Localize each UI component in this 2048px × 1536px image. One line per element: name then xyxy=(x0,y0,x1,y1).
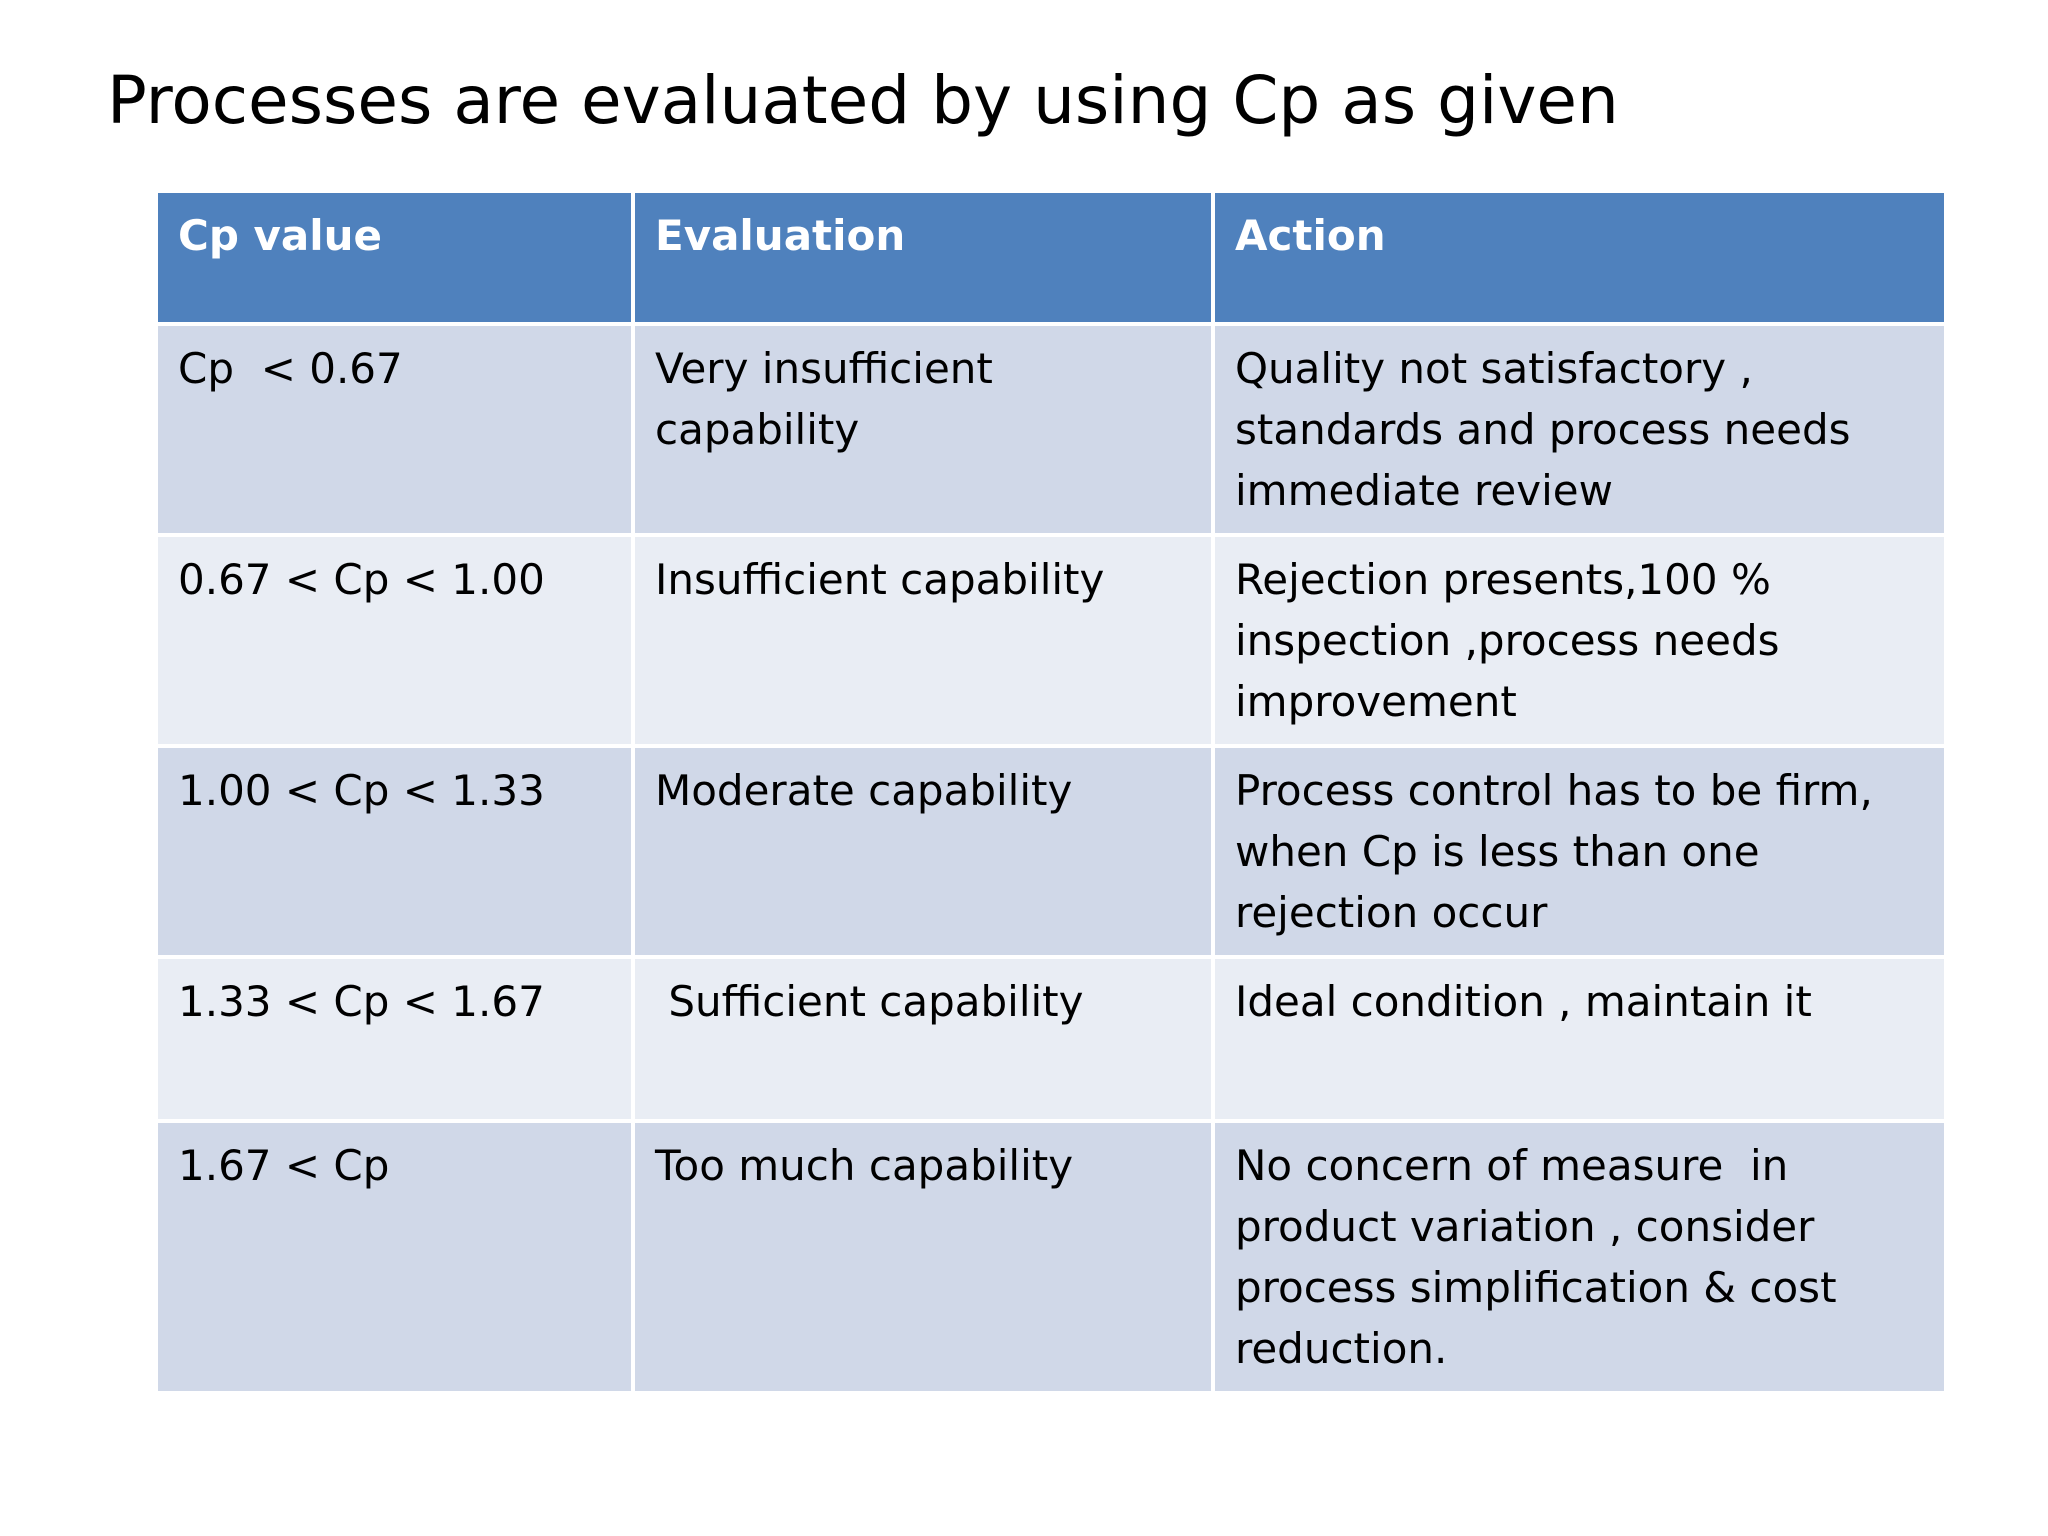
table-row: 1.67 < Cp Too much capability No concern o… xyxy=(154,1119,1948,1395)
header-row: Cp value Evaluation Action xyxy=(154,189,1948,326)
slide-title: Processes are evaluated by using Cp as g… xyxy=(107,62,1619,139)
table-cell: 1.33 < Cp < 1.67 xyxy=(154,955,635,1123)
table-row: Cp < 0.67 Very insufficient capability Qua… xyxy=(154,322,1948,537)
table-cell: Quality not satisfactory , standards and… xyxy=(1211,322,1948,537)
table-row: 1.00 < Cp < 1.33 Moderate capability Proce… xyxy=(154,744,1948,959)
table-cell: Ideal condition , maintain it xyxy=(1211,955,1948,1123)
table-cell: Very insufficient capability xyxy=(631,322,1215,537)
table-row: 0.67 < Cp < 1.00 Insufficient capability R… xyxy=(154,533,1948,748)
table-cell: No concern of measure in product variati… xyxy=(1211,1119,1948,1395)
table-cell: Cp < 0.67 xyxy=(154,322,635,537)
table-row: 1.33 < Cp < 1.67 Sufficient capability Id… xyxy=(154,955,1948,1123)
table-cell: Sufficient capability xyxy=(631,955,1215,1123)
column-header: Evaluation xyxy=(631,189,1215,326)
table-cell: Rejection presents,100 % inspection ,pro… xyxy=(1211,533,1948,748)
cp-table: Cp value Evaluation Action Cp < 0.67 Very i… xyxy=(154,189,1948,1395)
table-cell: Moderate capability xyxy=(631,744,1215,959)
table-cell: 1.00 < Cp < 1.33 xyxy=(154,744,635,959)
table-cell: Too much capability xyxy=(631,1119,1215,1395)
table-header: Cp value Evaluation Action xyxy=(154,189,1948,326)
table-cell: Insufficient capability xyxy=(631,533,1215,748)
table-cell: 0.67 < Cp < 1.00 xyxy=(154,533,635,748)
table-body: Cp < 0.67 Very insufficient capability Qua… xyxy=(154,322,1948,1395)
column-header: Action xyxy=(1211,189,1948,326)
table-cell: Process control has to be firm, when Cp … xyxy=(1211,744,1948,959)
column-header: Cp value xyxy=(154,189,635,326)
table-cell: 1.67 < Cp xyxy=(154,1119,635,1395)
